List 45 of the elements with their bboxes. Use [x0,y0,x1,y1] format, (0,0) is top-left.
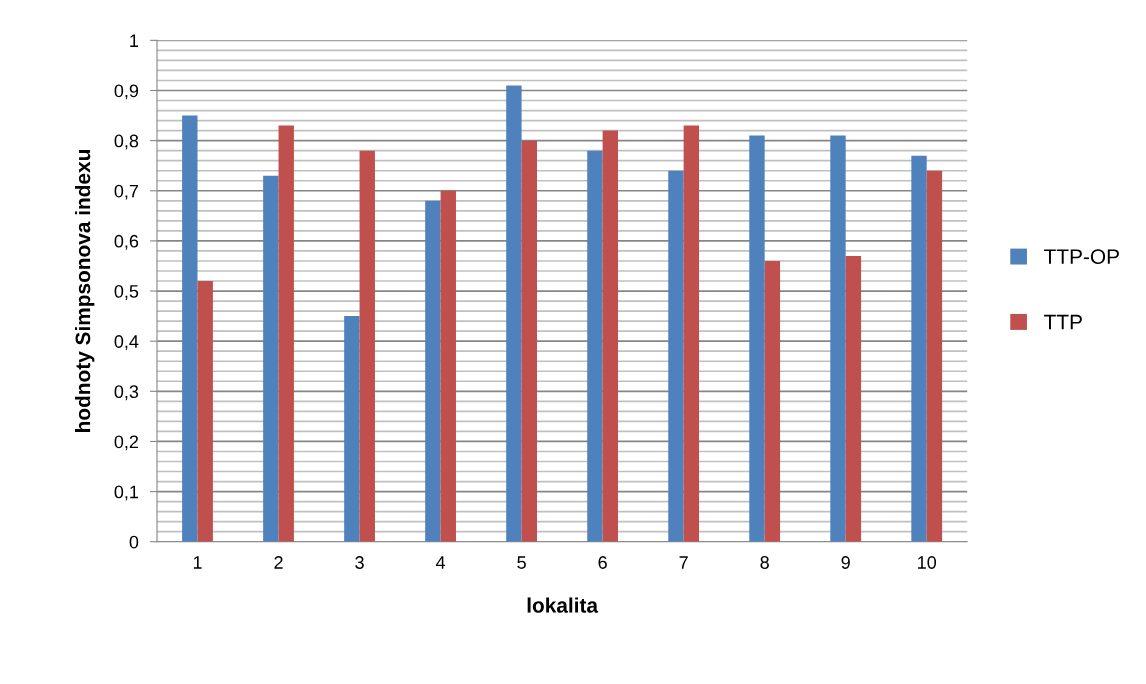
y-tick-label: 0,9 [114,84,139,100]
x-axis-title: lokalita [527,597,599,613]
x-tick-label: 4 [435,556,446,569]
y-tick-label: 0,1 [114,485,139,501]
bar [683,125,700,542]
bar [926,170,943,542]
x-tick-label: 3 [355,556,364,569]
bar [278,125,294,542]
x-tick-label: 8 [760,556,769,569]
legend-label: TTP-OP [1044,249,1119,265]
bar [668,170,684,542]
y-tick-label: 0,8 [114,134,139,150]
y-tick-label: 0 [129,535,139,549]
bar [197,281,213,542]
bar [263,175,279,542]
bar [830,135,846,542]
x-tick-label: 10 [918,556,937,569]
y-tick-label: 1 [130,34,139,47]
x-tick-label: 9 [841,556,850,569]
y-axis-title: hodnoty Simpsonova indexu [74,150,95,432]
bar [182,115,198,542]
x-tick-label: 5 [517,556,526,569]
bar [506,85,522,542]
bar [911,155,927,542]
bar [440,190,456,542]
bar [425,200,441,542]
y-tick-label: 0,2 [114,435,139,451]
bar [344,316,360,542]
bar [602,130,619,542]
y-tick-label: 0,7 [114,184,139,200]
y-tick-label: 0,3 [114,385,139,401]
x-tick-label: 6 [598,556,607,569]
bar [359,150,375,542]
bar [587,150,603,542]
x-tick-label: 1 [193,556,202,569]
bar [749,135,765,542]
bar [845,255,862,542]
y-tick-label: 0,5 [114,284,139,300]
y-tick-label: 0,6 [114,234,139,250]
x-tick-label: 2 [274,556,283,569]
x-tick-label: 7 [679,556,688,569]
legend-label: TTP [1044,314,1082,330]
y-tick-label: 0,4 [114,335,139,351]
bar [521,140,537,542]
bar [764,260,781,542]
